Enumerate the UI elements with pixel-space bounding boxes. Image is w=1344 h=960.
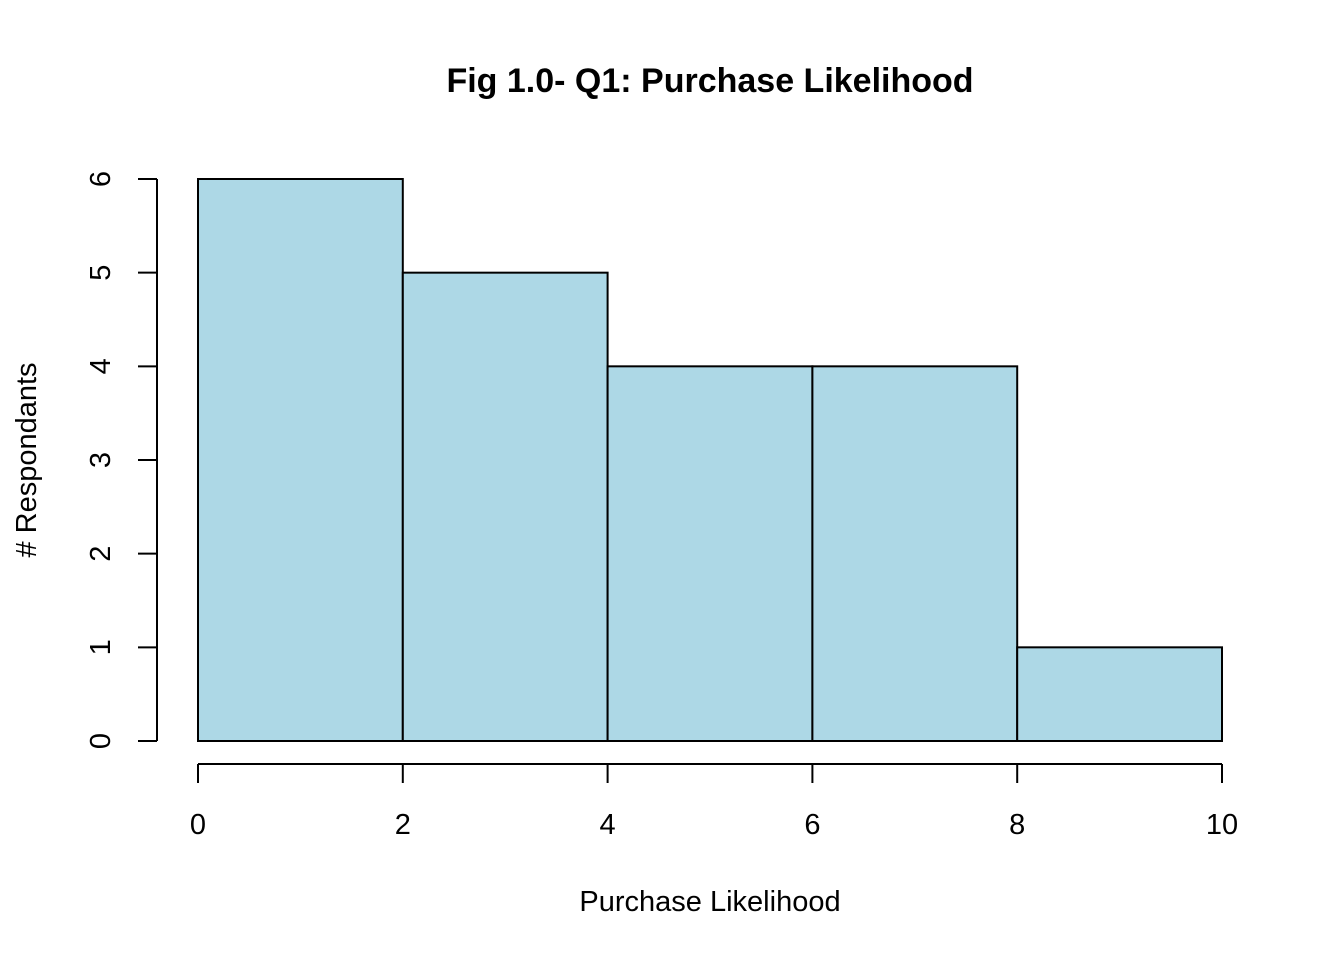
y-tick-label: 2 (85, 546, 117, 562)
histogram-bar-2 (606, 365, 814, 742)
y-axis: 0 1 2 3 4 5 6 (85, 171, 158, 749)
x-tick-label: 0 (190, 809, 206, 841)
y-tick-label: 6 (85, 171, 117, 187)
histogram-bar-3 (811, 365, 1019, 742)
histogram-bar-4 (1016, 646, 1224, 742)
y-tick-label: 3 (85, 452, 117, 468)
bars-group (197, 178, 1224, 742)
x-axis-label: Purchase Likelihood (579, 886, 840, 918)
x-tick-label: 4 (600, 809, 616, 841)
x-tick-label: 2 (395, 809, 411, 841)
histogram-bar-0 (197, 178, 404, 742)
y-axis-label: # Respondants (11, 362, 43, 557)
y-tick-label: 5 (85, 265, 117, 281)
x-tick-label: 6 (804, 809, 820, 841)
x-tick-label: 8 (1009, 809, 1025, 841)
chart-title: Fig 1.0- Q1: Purchase Likelihood (446, 62, 973, 100)
y-tick-label: 4 (85, 358, 117, 374)
y-tick-label: 0 (85, 733, 117, 749)
x-axis: 0 2 4 6 8 10 (190, 763, 1238, 841)
histogram-bar-1 (401, 271, 609, 742)
x-tick-label: 10 (1206, 809, 1238, 841)
y-tick-label: 1 (85, 639, 117, 655)
